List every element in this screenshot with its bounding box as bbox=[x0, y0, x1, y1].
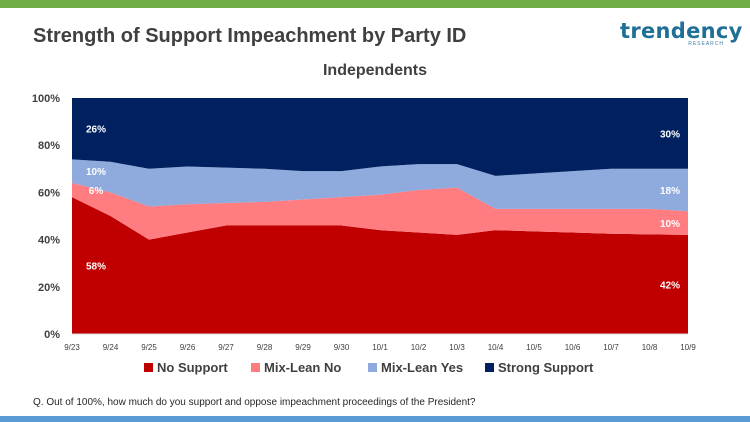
x-tick-label: 10/6 bbox=[565, 343, 581, 352]
top-accent-bar bbox=[0, 0, 750, 8]
x-tick-label: 10/1 bbox=[372, 343, 388, 352]
area-mix-lean-no bbox=[72, 182, 688, 240]
data-label: 26% bbox=[86, 125, 106, 136]
x-tick-label: 9/29 bbox=[295, 343, 311, 352]
legend-swatch-mix-lean-yes bbox=[368, 363, 377, 372]
x-tick-label: 9/26 bbox=[180, 343, 196, 352]
x-tick-label: 9/23 bbox=[64, 343, 80, 352]
x-tick-label: 9/27 bbox=[218, 343, 234, 352]
x-tick-label: 10/7 bbox=[603, 343, 619, 352]
x-tick-label: 10/5 bbox=[526, 343, 542, 352]
data-labels-group: 26% 10% 6% 58% 30% 18% 10% 42% bbox=[86, 125, 680, 292]
x-tick-label: 9/28 bbox=[257, 343, 273, 352]
y-tick-label: 0% bbox=[44, 329, 60, 341]
x-tick-label: 10/8 bbox=[642, 343, 658, 352]
axes-group: 0% 20% 40% 60% 80% 100% 9/23 9/24 9/25 9/26 9/27 9/… bbox=[32, 93, 696, 352]
legend-label-no-support: No Support bbox=[157, 360, 228, 375]
legend-label-strong-support: Strong Support bbox=[498, 360, 594, 375]
legend: No Support Mix-Lean No Mix-Lean Yes Strong … bbox=[144, 360, 594, 375]
data-label: 58% bbox=[86, 262, 106, 273]
data-label: 10% bbox=[660, 219, 680, 230]
logo-wordmark: trendency bbox=[620, 19, 743, 43]
x-tick-label: 10/3 bbox=[449, 343, 465, 352]
legend-label-mix-lean-yes: Mix-Lean Yes bbox=[381, 360, 463, 375]
chart-title: Independents bbox=[322, 62, 427, 79]
bottom-accent-bar bbox=[0, 416, 750, 422]
legend-swatch-no-support bbox=[144, 363, 153, 372]
data-label: 10% bbox=[86, 167, 106, 178]
x-tick-label: 10/2 bbox=[411, 343, 427, 352]
data-label: 30% bbox=[660, 129, 680, 140]
y-tick-label: 80% bbox=[38, 140, 60, 152]
y-tick-label: 100% bbox=[32, 93, 60, 105]
y-tick-label: 60% bbox=[38, 187, 60, 199]
x-tick-label: 10/4 bbox=[488, 343, 504, 352]
x-tick-label: 9/24 bbox=[103, 343, 119, 352]
y-tick-label: 20% bbox=[38, 282, 60, 294]
data-label: 6% bbox=[89, 186, 104, 197]
legend-swatch-strong-support bbox=[485, 363, 494, 372]
y-tick-label: 40% bbox=[38, 235, 60, 247]
legend-swatch-mix-lean-no bbox=[251, 363, 260, 372]
trendency-logo: trendency RESEARCH bbox=[620, 19, 743, 50]
legend-label-mix-lean-no: Mix-Lean No bbox=[264, 360, 341, 375]
data-label: 18% bbox=[660, 186, 680, 197]
x-tick-label: 10/9 bbox=[680, 343, 696, 352]
x-tick-label: 9/25 bbox=[141, 343, 157, 352]
survey-question: Q. Out of 100%, how much do you support … bbox=[33, 397, 476, 408]
area-series-group bbox=[72, 98, 688, 334]
area-strong-support bbox=[72, 98, 688, 176]
logo-subtext: RESEARCH bbox=[688, 41, 724, 47]
page-title: Strength of Support Impeachment by Party… bbox=[33, 25, 467, 47]
x-tick-label: 9/30 bbox=[334, 343, 350, 352]
area-mix-lean-yes bbox=[72, 159, 688, 212]
data-label: 42% bbox=[660, 280, 680, 291]
